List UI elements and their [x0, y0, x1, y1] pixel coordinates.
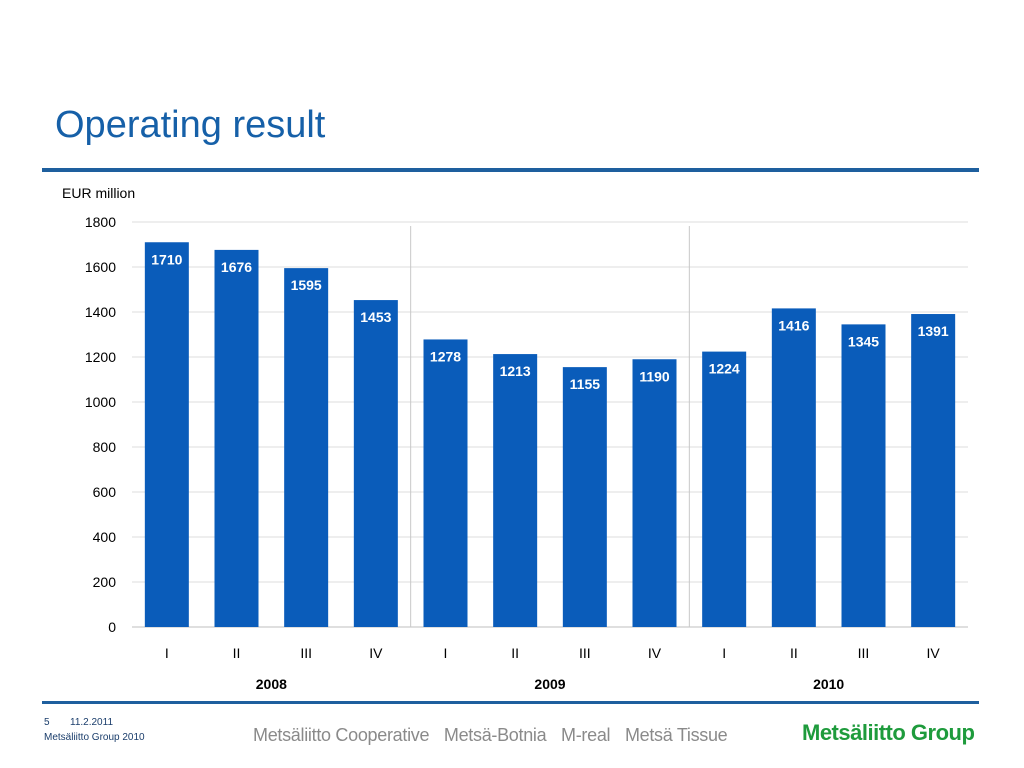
brand-name: M-real: [561, 725, 611, 745]
page-title: Operating result: [55, 104, 326, 146]
bar: [562, 367, 607, 627]
x-tick-label: I: [444, 645, 448, 661]
y-tick-label: 1000: [85, 394, 116, 410]
brand-name: Metsä Tissue: [624, 725, 728, 745]
y-axis-unit-label: EUR million: [62, 185, 136, 201]
x-tick-label: II: [790, 645, 798, 661]
data-label: 1595: [291, 277, 322, 293]
bar: [702, 351, 747, 627]
data-label: 1224: [709, 361, 740, 377]
y-tick-label: 400: [93, 529, 117, 545]
data-label: 1345: [848, 333, 879, 349]
data-label: 1278: [430, 348, 461, 364]
bar: [911, 314, 956, 627]
y-tick-label: 1600: [85, 259, 116, 275]
footer-divider: [42, 701, 979, 704]
x-tick-label: IV: [369, 645, 383, 661]
data-label: 1416: [778, 317, 809, 333]
bar: [144, 242, 189, 627]
bar: [632, 359, 677, 627]
x-tick-label: IV: [648, 645, 662, 661]
bar: [214, 249, 259, 627]
x-tick-label: I: [722, 645, 726, 661]
data-label: 1453: [360, 309, 391, 325]
footer-date: 11.2.2011: [70, 717, 114, 728]
x-tick-label: III: [300, 645, 312, 661]
data-label: 1391: [918, 323, 949, 339]
bar: [841, 324, 886, 627]
x-tick-label: III: [858, 645, 870, 661]
y-tick-label: 1800: [85, 214, 116, 230]
data-label: 1710: [151, 251, 182, 267]
brand-name: Metsä-Botnia: [443, 725, 547, 745]
x-tick-label: II: [511, 645, 519, 661]
page-number: 5: [44, 717, 50, 728]
data-label: 1190: [639, 368, 670, 384]
company-logo: Metsäliitto Group: [802, 720, 975, 745]
bar: [493, 354, 538, 627]
footer-organization: Metsäliitto Group 2010: [44, 732, 145, 743]
data-label: 1155: [570, 376, 601, 392]
bar-chart: 0 200 400 600 800 1000 1200 1400 1600 1800 1710 I 16…: [85, 214, 968, 692]
bar: [353, 300, 398, 627]
y-tick-label: 800: [93, 439, 117, 455]
y-tick-label: 200: [93, 574, 117, 590]
y-tick-label: 1400: [85, 304, 116, 320]
data-label: 1213: [500, 363, 531, 379]
y-tick-label: 0: [108, 619, 116, 635]
title-divider: [42, 168, 979, 172]
group-label: 2008: [256, 676, 287, 692]
y-tick-label: 600: [93, 484, 117, 500]
bar: [771, 308, 816, 627]
group-label: 2010: [813, 676, 844, 692]
brand-list: Metsäliitto Cooperative Metsä-Botnia M-r…: [253, 725, 737, 746]
brand-name: Metsäliitto Cooperative: [253, 725, 430, 745]
x-tick-label: II: [233, 645, 241, 661]
data-label: 1676: [221, 259, 252, 275]
x-tick-label: IV: [927, 645, 941, 661]
bar: [423, 339, 468, 627]
bar: [284, 268, 329, 627]
group-label: 2009: [534, 676, 565, 692]
x-tick-label: I: [165, 645, 169, 661]
y-tick-label: 1200: [85, 349, 116, 365]
x-tick-label: III: [579, 645, 591, 661]
